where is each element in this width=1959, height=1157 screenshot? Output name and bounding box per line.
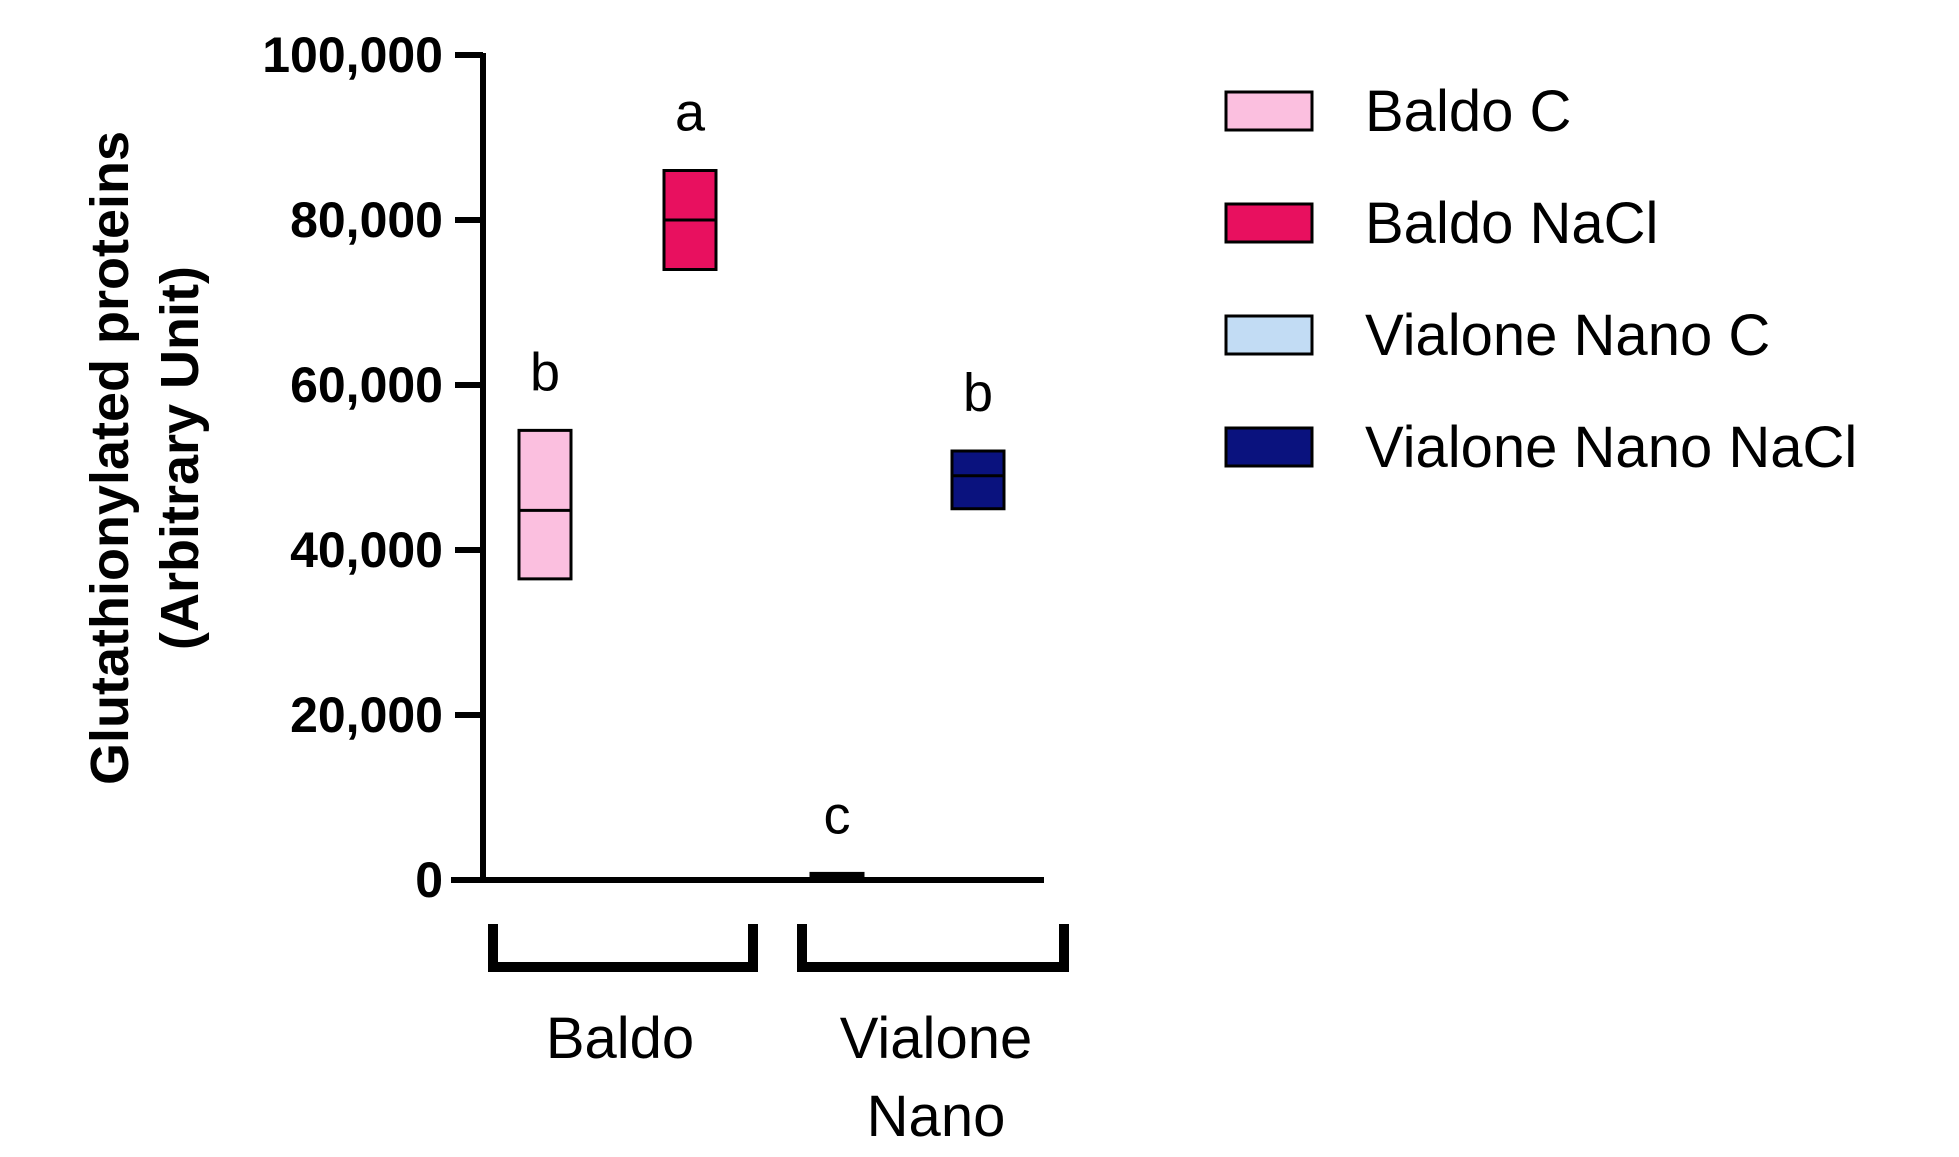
legend-label: Vialone Nano C bbox=[1365, 303, 1770, 368]
y-tick-label: 60,000 bbox=[290, 357, 443, 413]
y-tick-label: 20,000 bbox=[290, 687, 443, 743]
group-bracket bbox=[488, 924, 758, 972]
bar bbox=[950, 449, 1006, 511]
y-axis-label: Glutathionylated proteins (Arbitrary Unit… bbox=[80, 131, 210, 785]
legend-swatch bbox=[1224, 426, 1314, 468]
y-tick-label: 100,000 bbox=[262, 27, 443, 83]
group-label: Nano bbox=[867, 1084, 1006, 1149]
legend-swatch bbox=[1224, 202, 1314, 244]
bar bbox=[517, 428, 573, 581]
legend-label: Baldo NaCl bbox=[1365, 191, 1658, 256]
y-tick-label: 0 bbox=[415, 852, 443, 908]
significance-label: b bbox=[963, 363, 993, 423]
y-tick-label: 40,000 bbox=[290, 522, 443, 578]
legend-swatch bbox=[1224, 90, 1314, 132]
legend-label: Baldo C bbox=[1365, 79, 1571, 144]
x-axis: Baldo Vialone Nano bbox=[451, 877, 1069, 1149]
group-label: Vialone bbox=[840, 1006, 1032, 1071]
y-tick-label: 80,000 bbox=[290, 192, 443, 248]
legend: Baldo C Baldo NaCl Vialone Nano C Vialone N… bbox=[1224, 79, 1857, 480]
group-label: Baldo bbox=[546, 1006, 694, 1071]
significance-label: a bbox=[675, 83, 706, 143]
y-axis-label-line: Glutathionylated proteins bbox=[80, 131, 140, 785]
y-axis-label-line: (Arbitrary Unit) bbox=[150, 266, 210, 650]
y-axis: 0 20,000 40,000 60,000 80,000 100,000 bbox=[262, 27, 486, 908]
legend-swatch bbox=[1224, 314, 1314, 356]
legend-label: Vialone Nano NaCl bbox=[1365, 415, 1857, 480]
group-bracket bbox=[797, 924, 1069, 972]
significance-label: b bbox=[530, 342, 560, 402]
significance-label: c bbox=[824, 785, 851, 845]
bars: b a c b bbox=[517, 83, 1006, 880]
